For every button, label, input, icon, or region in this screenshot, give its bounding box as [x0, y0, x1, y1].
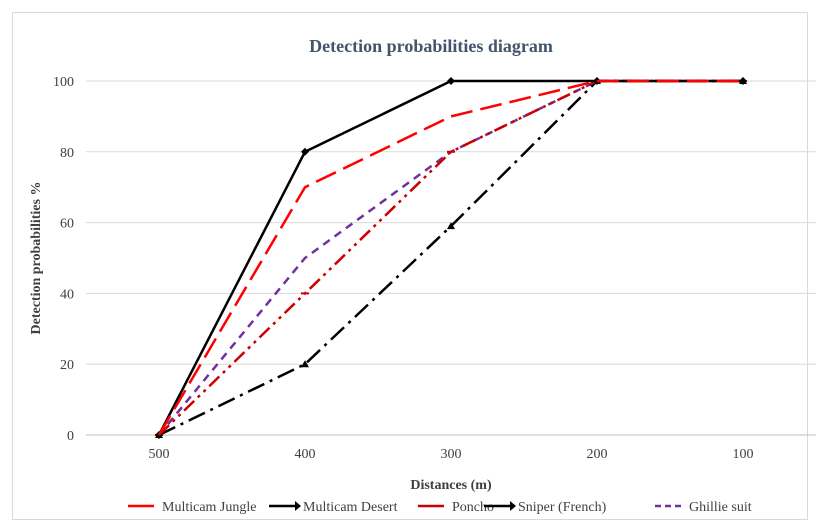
legend-item: Sniper (French) — [484, 500, 607, 515]
data-point-marker — [447, 222, 455, 230]
series-multicam-jungle — [157, 79, 743, 436]
legend-label: Multicam Desert — [303, 500, 398, 515]
y-tick-label: 40 — [60, 287, 74, 302]
series-line — [158, 79, 743, 436]
series-lines — [155, 77, 747, 439]
legend-arrow-icon — [510, 501, 516, 511]
x-tick-label: 500 — [149, 447, 170, 462]
y-tick-label: 100 — [53, 75, 74, 90]
x-tick-labels: 500 400 300 200 100 — [149, 447, 754, 462]
data-point-marker — [739, 77, 747, 85]
legend-arrow-icon — [295, 501, 301, 511]
x-axis-title: Distances (m) — [410, 478, 492, 493]
data-point-marker — [301, 360, 309, 368]
data-point-marker — [301, 147, 309, 156]
y-tick-label: 0 — [67, 429, 74, 444]
legend-label: Poncho — [452, 500, 494, 515]
series-multicam-desert — [155, 77, 747, 439]
chart-title: Detection probabilities diagram — [309, 36, 553, 56]
y-axis-title: Detection probabilities % — [29, 182, 44, 335]
series-line — [157, 79, 743, 436]
y-tick-label: 60 — [60, 217, 74, 232]
legend-item: Ghillie suit — [655, 500, 752, 515]
series-ghillie-suit — [158, 79, 743, 436]
legend-item: Poncho — [418, 500, 494, 515]
x-tick-label: 200 — [587, 447, 608, 462]
legend-item: Multicam Jungle — [128, 500, 257, 515]
legend-item: Multicam Desert — [269, 500, 398, 515]
y-tick-label: 20 — [60, 358, 74, 373]
series-line — [157, 79, 743, 436]
gridlines — [86, 80, 816, 436]
legend: Multicam Jungle Multicam Desert Poncho Snip… — [128, 500, 752, 515]
series-poncho — [155, 79, 747, 436]
y-tick-label: 80 — [60, 146, 74, 161]
x-tick-label: 300 — [441, 447, 462, 462]
series-line — [158, 79, 743, 437]
series-sniper-french — [155, 77, 747, 438]
series-line — [158, 79, 743, 436]
legend-label: Sniper (French) — [518, 500, 607, 515]
data-point-marker — [447, 77, 455, 85]
x-tick-label: 100 — [733, 447, 754, 462]
legend-label: Multicam Jungle — [162, 500, 257, 515]
y-tick-labels: 0 20 40 60 80 100 — [53, 75, 74, 444]
x-tick-label: 400 — [295, 447, 316, 462]
legend-label: Ghillie suit — [689, 500, 752, 515]
